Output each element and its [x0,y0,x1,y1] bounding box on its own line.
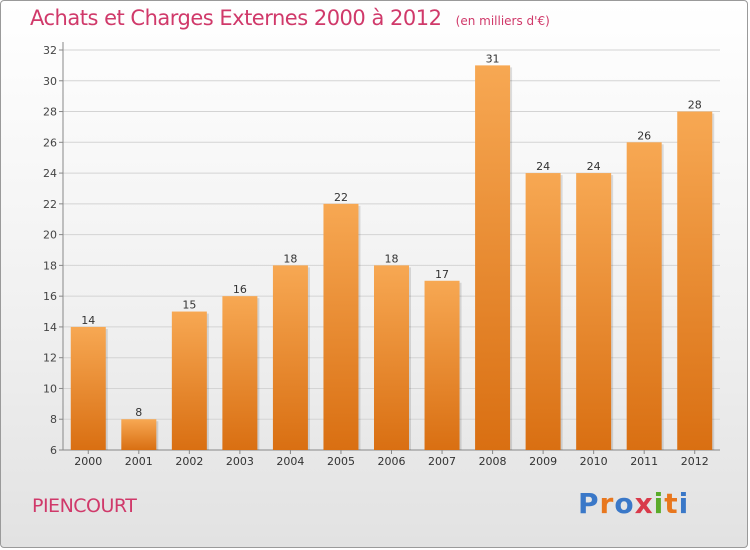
x-tick-label: 2004 [276,455,304,468]
y-tick-label: 22 [43,198,57,211]
y-tick-label: 16 [43,290,57,303]
data-label: 18 [385,252,399,265]
bar-2002 [171,311,207,450]
chart-subtitle: (en milliers d'€) [455,14,550,28]
y-tick-label: 24 [43,167,57,180]
x-tick-label: 2008 [479,455,507,468]
bar-2008 [475,65,511,450]
y-tick-label: 26 [43,136,57,149]
data-label: 26 [637,129,651,142]
data-label: 24 [587,160,601,173]
data-label: 16 [233,283,247,296]
y-tick-label: 8 [50,413,57,426]
y-tick-label: 10 [43,382,57,395]
x-tick-label: 2010 [580,455,608,468]
bar-2003 [222,296,258,450]
x-tick-label: 2007 [428,455,456,468]
data-label: 18 [283,252,297,265]
logo-letter: P [578,487,600,520]
x-tick-label: 2001 [125,455,153,468]
data-label: 8 [135,406,142,419]
x-tick-label: 2003 [226,455,254,468]
y-tick-label: 20 [43,229,57,242]
logo-letter: t [664,487,679,520]
x-tick-label: 2005 [327,455,355,468]
data-label: 24 [536,160,550,173]
data-label: 22 [334,191,348,204]
bar-2001 [121,419,157,450]
x-tick-label: 2006 [378,455,406,468]
x-tick-label: 2011 [630,455,658,468]
y-tick-label: 32 [43,44,57,57]
chart-title-text: Achats et Charges Externes 2000 à 2012 [30,6,442,30]
x-tick-label: 2000 [74,455,102,468]
y-tick-label: 14 [43,321,57,334]
logo-letter: i [678,487,690,520]
bar-2010 [576,173,612,451]
commune-name: PIENCOURT [32,495,137,517]
data-label: 31 [486,52,500,65]
bar-2006 [374,265,409,450]
data-labels: 14 8 15 16 18 22 18 17 31 24 24 26 28 [81,52,701,419]
logo-letter: x [634,487,654,520]
x-tick-label: 2009 [529,455,557,468]
y-tick-label: 12 [43,352,57,365]
logo-letter: i [653,487,665,520]
bar-2007 [424,280,460,450]
y-tick-label: 6 [50,444,57,457]
x-tick-labels: 2000 2001 2002 2003 2004 2005 2006 2007 2008 2009… [74,455,708,468]
y-tick-labels: 6 8 10 12 14 16 18 20 22 24 26 28 30 32 [43,44,57,457]
y-tick-label: 18 [43,259,57,272]
proxiti-logo: Proxiti [578,487,689,520]
logo-letter: r [599,487,615,520]
bar-2004 [272,265,308,450]
x-tick-label: 2012 [681,455,709,468]
logo-letter: o [614,487,635,520]
bars [70,65,715,451]
bar-2012 [677,111,713,451]
bar-2009 [525,173,561,451]
data-label: 14 [81,314,95,327]
data-label: 28 [688,99,702,112]
y-tick-label: 30 [43,75,57,88]
bar-2011 [626,142,662,451]
bar-2005 [323,203,359,450]
data-label: 17 [435,268,449,281]
y-tick-label: 28 [43,106,57,119]
data-label: 15 [182,299,196,312]
bar-2000 [70,326,106,450]
chart-title: Achats et Charges Externes 2000 à 2012 (… [30,6,550,30]
x-tick-label: 2002 [175,455,203,468]
